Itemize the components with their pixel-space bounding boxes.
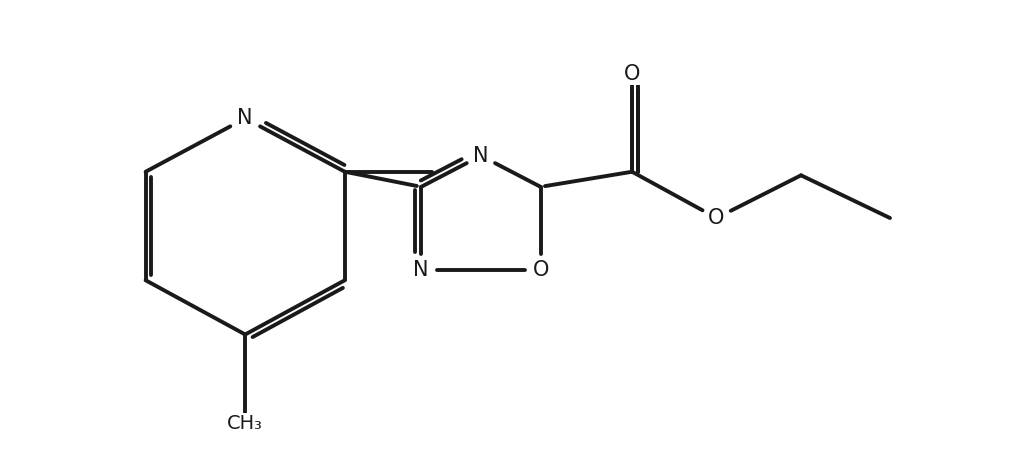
Text: O: O: [532, 261, 549, 280]
Text: O: O: [624, 64, 640, 84]
Text: O: O: [709, 208, 725, 228]
Text: CH₃: CH₃: [227, 414, 263, 433]
Text: N: N: [238, 109, 253, 128]
Text: N: N: [473, 146, 488, 166]
Text: N: N: [414, 261, 429, 280]
